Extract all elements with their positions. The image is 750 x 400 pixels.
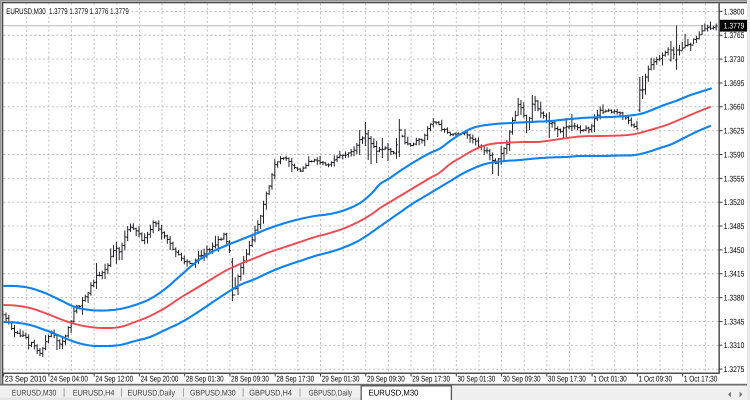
svg-text:1.3485: 1.3485 bbox=[724, 222, 745, 231]
svg-text:29 Sep 09:30: 29 Sep 09:30 bbox=[367, 374, 405, 383]
svg-text:28 Sep 09:30: 28 Sep 09:30 bbox=[231, 374, 269, 383]
svg-text:EURUSD,H4: EURUSD,H4 bbox=[73, 389, 115, 398]
svg-text:1.3779: 1.3779 bbox=[724, 22, 745, 31]
svg-text:1.3625: 1.3625 bbox=[724, 127, 745, 136]
svg-text:1.3730: 1.3730 bbox=[724, 55, 745, 64]
svg-text:GBPUSD,Daily: GBPUSD,Daily bbox=[309, 389, 353, 398]
svg-text:1.3380: 1.3380 bbox=[724, 294, 745, 303]
svg-text:1.3310: 1.3310 bbox=[724, 341, 745, 350]
svg-text:EURUSD,M30 1.3779 1.3779 1.37: EURUSD,M30 1.3779 1.3779 1.3776 1.3779 bbox=[6, 7, 129, 16]
svg-text:1.3800: 1.3800 bbox=[724, 7, 745, 16]
svg-text:1.3555: 1.3555 bbox=[724, 174, 745, 183]
svg-text:30 Sep 01:30: 30 Sep 01:30 bbox=[458, 374, 496, 383]
svg-text:1.3275: 1.3275 bbox=[724, 365, 745, 374]
svg-text:1 Oct 17:30: 1 Oct 17:30 bbox=[684, 374, 718, 383]
svg-text:EURUSD,M30: EURUSD,M30 bbox=[369, 388, 419, 398]
svg-text:1.3695: 1.3695 bbox=[724, 79, 745, 88]
svg-text:1.3590: 1.3590 bbox=[724, 150, 745, 159]
svg-text:1.3520: 1.3520 bbox=[724, 198, 745, 207]
svg-text:24 Sep 12:00: 24 Sep 12:00 bbox=[95, 374, 133, 383]
svg-text:1.3345: 1.3345 bbox=[724, 317, 745, 326]
svg-text:1 Oct 01:30: 1 Oct 01:30 bbox=[593, 374, 627, 383]
svg-text:30 Sep 09:30: 30 Sep 09:30 bbox=[503, 374, 541, 383]
svg-text:EURUSD,Daily: EURUSD,Daily bbox=[128, 389, 176, 398]
svg-text:EURUSD,M30: EURUSD,M30 bbox=[12, 389, 57, 398]
svg-text:29 Sep 17:30: 29 Sep 17:30 bbox=[412, 374, 450, 383]
svg-text:24 Sep 20:00: 24 Sep 20:00 bbox=[141, 374, 179, 383]
svg-text:1.3765: 1.3765 bbox=[724, 31, 745, 40]
svg-text:29 Sep 01:30: 29 Sep 01:30 bbox=[322, 374, 360, 383]
svg-text:23 Sep 2010: 23 Sep 2010 bbox=[5, 374, 47, 383]
svg-text:1.3660: 1.3660 bbox=[724, 103, 745, 112]
svg-text:24 Sep 04:00: 24 Sep 04:00 bbox=[50, 374, 88, 383]
svg-text:1.3450: 1.3450 bbox=[724, 246, 745, 255]
svg-text:28 Sep 17:30: 28 Sep 17:30 bbox=[276, 374, 314, 383]
svg-text:1.3415: 1.3415 bbox=[724, 270, 745, 279]
svg-text:GBPUSD,H4: GBPUSD,H4 bbox=[249, 389, 292, 398]
svg-text:GBPUSD,M30: GBPUSD,M30 bbox=[190, 389, 236, 398]
svg-text:30 Sep 17:30: 30 Sep 17:30 bbox=[548, 374, 586, 383]
svg-text:1 Oct 09:30: 1 Oct 09:30 bbox=[639, 374, 673, 383]
svg-text:28 Sep 01:30: 28 Sep 01:30 bbox=[186, 374, 224, 383]
